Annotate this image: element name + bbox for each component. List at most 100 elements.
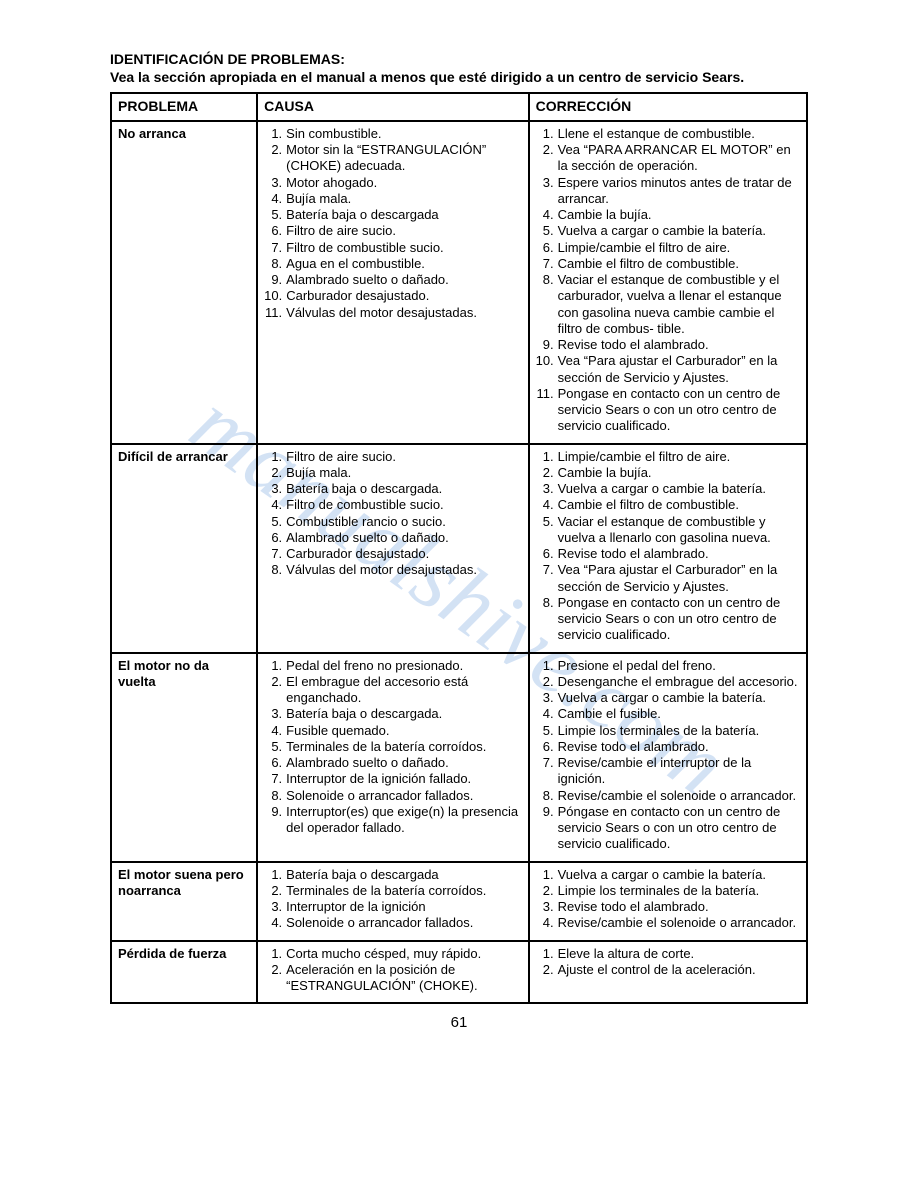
list-item-number: 1. [536,658,558,674]
list-item-number: 1. [536,946,558,962]
title-block: IDENTIFICACIÓN DE PROBLEMAS: Vea la secc… [110,50,808,86]
list-item-text: El embrague del accesorio está enganchad… [286,674,521,707]
list-item-text: Alambrado suelto o dañado. [286,530,521,546]
cell-problem: No arranca [111,121,257,444]
list-item: 5.Combustible rancio o sucio. [264,514,521,530]
list-item: 1.Pedal del freno no presionado. [264,658,521,674]
list-item-text: Interruptor de la ignición fallado. [286,771,521,787]
list-item-text: Bujía mala. [286,191,521,207]
list-item-number: 5. [264,514,286,530]
list-item: 6.Revise todo el alambrado. [536,546,800,562]
list-item-text: Póngase en contacto con un centro de ser… [558,804,800,853]
numbered-list: 1.Pedal del freno no presionado.2.El emb… [264,658,521,837]
list-item-text: Filtro de combustible sucio. [286,240,521,256]
list-item-text: Combustible rancio o sucio. [286,514,521,530]
list-item: 3.Revise todo el alambrado. [536,899,800,915]
list-item-text: Eleve la altura de corte. [558,946,800,962]
list-item-number: 3. [264,175,286,191]
table-row: El motor no da vuelta1.Pedal del freno n… [111,653,807,862]
numbered-list: 1.Batería baja o descargada2.Terminales … [264,867,521,932]
page-number: 61 [110,1014,808,1031]
list-item-number: 10. [536,353,558,369]
list-item-number: 4. [536,207,558,223]
table-row: El motor suena pero noarranca1.Batería b… [111,862,807,941]
list-item: 10.Vea “Para ajustar el Carburador” en l… [536,353,800,386]
list-item-text: Revise todo el alambrado. [558,337,800,353]
list-item: 4.Cambie la bujía. [536,207,800,223]
list-item-text: Válvulas del motor desajustadas. [286,562,521,578]
list-item-text: Carburador desajustado. [286,288,521,304]
cell-corrections: 1.Llene el estanque de combustible.2.Vea… [529,121,807,444]
list-item: 2.Bujía mala. [264,465,521,481]
table-row: Pérdida de fuerza1.Corta mucho césped, m… [111,941,807,1004]
list-item-text: Solenoide o arrancador fallados. [286,915,521,931]
list-item-number: 5. [264,207,286,223]
list-item: 1.Llene el estanque de combustible. [536,126,800,142]
list-item: 5.Batería baja o descargada [264,207,521,223]
list-item-number: 6. [264,530,286,546]
numbered-list: 1.Limpie/cambie el filtro de aire.2.Camb… [536,449,800,644]
list-item-number: 8. [536,595,558,611]
list-item: 1.Vuelva a cargar o cambie la batería. [536,867,800,883]
list-item-text: Limpie los terminales de la batería. [558,723,800,739]
list-item-number: 2. [264,883,286,899]
list-item-text: Vuelva a cargar o cambie la batería. [558,867,800,883]
list-item: 3.Espere varios minutos antes de tratar … [536,175,800,208]
list-item-text: Desenganche el embrague del accesorio. [558,674,800,690]
list-item-number: 3. [264,899,286,915]
list-item: 6.Alambrado suelto o dañado. [264,755,521,771]
list-item: 7.Interruptor de la ignición fallado. [264,771,521,787]
list-item: 1.Batería baja o descargada [264,867,521,883]
title-line-2: Vea la sección apropiada en el manual a … [110,68,808,86]
list-item-text: Revise todo el alambrado. [558,899,800,915]
list-item: 7.Revise/cambie el interruptor de la ign… [536,755,800,788]
list-item-text: Fusible quemado. [286,723,521,739]
list-item-text: Revise todo el alambrado. [558,546,800,562]
list-item: 8.Vaciar el estanque de combustible y el… [536,272,800,337]
list-item: 1.Corta mucho césped, muy rápido. [264,946,521,962]
list-item-number: 2. [264,142,286,158]
list-item-text: Batería baja o descargada [286,207,521,223]
troubleshooting-table: PROBLEMA CAUSA CORRECCIÓN No arranca1.Si… [110,92,808,1004]
cell-problem: El motor no da vuelta [111,653,257,862]
cell-corrections: 1.Limpie/cambie el filtro de aire.2.Camb… [529,444,807,653]
list-item-number: 1. [264,658,286,674]
list-item-number: 8. [536,788,558,804]
list-item-text: Interruptor(es) que exige(n) la presenci… [286,804,521,837]
list-item: 5.Vaciar el estanque de combustible y vu… [536,514,800,547]
list-item-text: Presione el pedal del freno. [558,658,800,674]
list-item: 2.Ajuste el control de la aceleración. [536,962,800,978]
list-item: 9.Revise todo el alambrado. [536,337,800,353]
list-item-text: Vaciar el estanque de combustible y el c… [558,272,800,337]
cell-causes: 1.Batería baja o descargada2.Terminales … [257,862,528,941]
list-item-text: Vea “PARA ARRANCAR EL MOTOR” en la secci… [558,142,800,175]
list-item: 2.Cambie la bujía. [536,465,800,481]
list-item-number: 6. [264,223,286,239]
list-item-number: 2. [264,674,286,690]
cell-causes: 1.Pedal del freno no presionado.2.El emb… [257,653,528,862]
list-item: 4.Fusible quemado. [264,723,521,739]
list-item: 4.Filtro de combustible sucio. [264,497,521,513]
list-item-text: Terminales de la batería corroídos. [286,883,521,899]
list-item-number: 5. [536,223,558,239]
list-item-text: Filtro de combustible sucio. [286,497,521,513]
numbered-list: 1.Filtro de aire sucio.2.Bujía mala.3.Ba… [264,449,521,579]
list-item-number: 6. [536,546,558,562]
list-item: 3.Batería baja o descargada. [264,706,521,722]
list-item-number: 9. [536,804,558,820]
cell-corrections: 1.Vuelva a cargar o cambie la batería.2.… [529,862,807,941]
list-item-number: 9. [536,337,558,353]
list-item-number: 4. [264,191,286,207]
list-item-text: Agua en el combustible. [286,256,521,272]
list-item-number: 2. [264,465,286,481]
cell-corrections: 1.Presione el pedal del freno.2.Desengan… [529,653,807,862]
list-item-text: Revise todo el alambrado. [558,739,800,755]
list-item-text: Limpie/cambie el filtro de aire. [558,240,800,256]
list-item: 1.Limpie/cambie el filtro de aire. [536,449,800,465]
list-item-number: 7. [264,771,286,787]
table-row: Difícil de arrancar1.Filtro de aire suci… [111,444,807,653]
list-item: 4.Solenoide o arrancador fallados. [264,915,521,931]
list-item: 3.Vuelva a cargar o cambie la batería. [536,690,800,706]
list-item-number: 2. [264,962,286,978]
list-item: 3.Vuelva a cargar o cambie la batería. [536,481,800,497]
